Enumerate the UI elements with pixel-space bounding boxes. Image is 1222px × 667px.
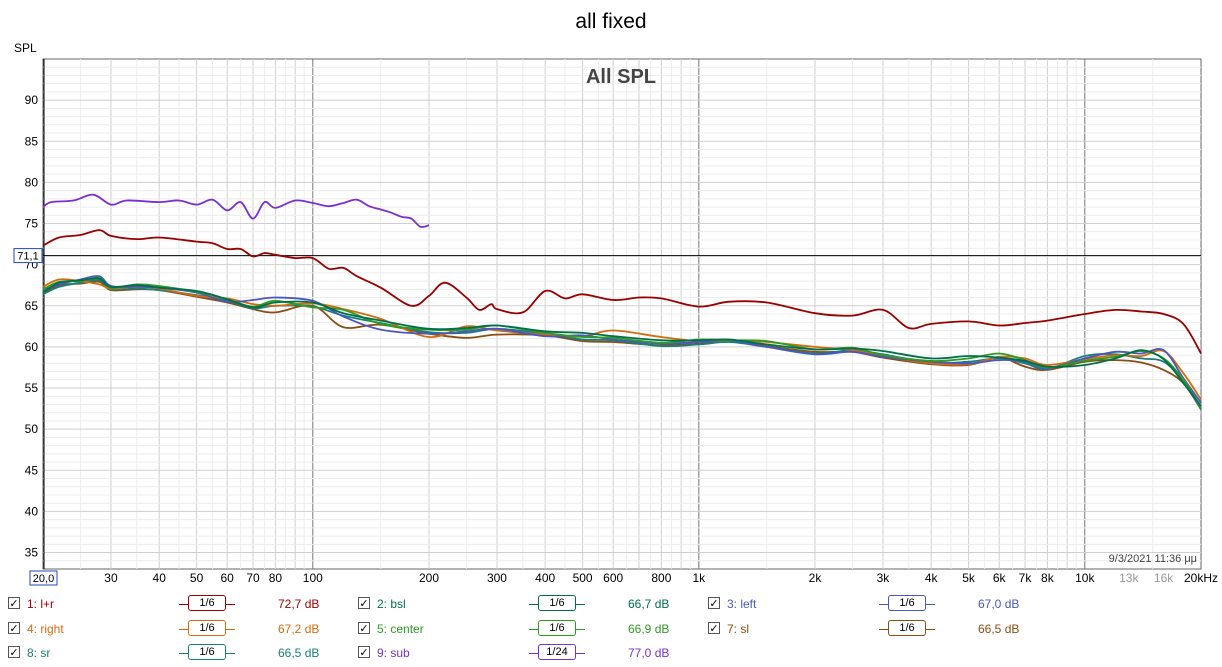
grid-lines bbox=[43, 59, 1201, 569]
y-tick-label: 50 bbox=[25, 422, 39, 436]
legend-smoothing-button[interactable]: 1/6 bbox=[538, 595, 576, 611]
legend-level: 66,9 dB bbox=[628, 622, 670, 636]
x-tick-label: 7k bbox=[1019, 571, 1033, 585]
legend-checkbox[interactable]: ✓ bbox=[708, 622, 720, 635]
spl-chart[interactable]: SPL 90 85 80 75 70 65 60 55 50 45 40 35 71,1 20,0 30 4… bbox=[0, 0, 1222, 592]
legend-checkbox[interactable]: ✓ bbox=[8, 622, 20, 635]
x-tick-labels: 20,0 30 40 50 60 70 80 100 200 300 400 500 600 800 1k 2… bbox=[29, 570, 1218, 586]
y-tick-label: 75 bbox=[25, 217, 39, 231]
legend-checkbox[interactable]: ✓ bbox=[358, 597, 370, 610]
legend-item[interactable]: ✓ 7: sl 1/6 66,5 dB bbox=[708, 619, 1038, 639]
y-axis-label: SPL bbox=[14, 41, 37, 55]
series-line-right bbox=[42, 278, 1202, 401]
cursor-value-box bbox=[13, 248, 43, 264]
x-tick-label: 50 bbox=[190, 571, 204, 585]
y-tick-label: 55 bbox=[25, 381, 39, 395]
legend-item[interactable]: ✓ 4: right 1/6 67,2 dB bbox=[8, 619, 338, 639]
window-title: all fixed bbox=[575, 10, 647, 33]
y-tick-label: 80 bbox=[25, 175, 39, 189]
x-tick-label: 80 bbox=[269, 571, 283, 585]
legend-item[interactable]: ✓ 8: sr 1/6 66,5 dB bbox=[8, 643, 338, 663]
x-tick-label: 100 bbox=[303, 571, 323, 585]
x-tick-label: 30 bbox=[104, 571, 118, 585]
x-tick-label: 400 bbox=[535, 571, 555, 585]
legend-smoothing-button[interactable]: 1/6 bbox=[188, 595, 226, 611]
legend-level: 72,7 dB bbox=[278, 597, 320, 611]
legend-label: 3: left bbox=[727, 597, 757, 611]
series-line-sub bbox=[42, 193, 430, 228]
x-tick-label: 4k bbox=[925, 571, 939, 585]
legend-smoothing-button[interactable]: 1/6 bbox=[538, 620, 576, 636]
x-tick-label: 40 bbox=[153, 571, 167, 585]
series-line-bsl bbox=[42, 277, 1202, 407]
x-tick-label: 600 bbox=[603, 571, 623, 585]
cursor-value-label: 71,1 bbox=[17, 251, 38, 263]
y-tick-label: 90 bbox=[25, 93, 39, 107]
legend-smoothing-button[interactable]: 1/6 bbox=[888, 595, 926, 611]
x-tick-label: 2k bbox=[809, 571, 823, 585]
series-line-sr bbox=[42, 279, 1202, 410]
legend-checkbox[interactable]: ✓ bbox=[358, 646, 370, 659]
legend-label: 7: sl bbox=[727, 622, 750, 636]
y-tick-label: 85 bbox=[25, 134, 39, 148]
series-line-lr bbox=[42, 229, 1202, 354]
x-tick-label: 3k bbox=[877, 571, 891, 585]
series-line-center bbox=[42, 276, 1202, 409]
cursor-x-box bbox=[29, 570, 58, 586]
cursor-line[interactable] bbox=[43, 59, 1201, 569]
legend-label: 9: sub bbox=[377, 646, 410, 660]
legend-level: 66,7 dB bbox=[628, 597, 670, 611]
legend-label: 8: sr bbox=[27, 646, 51, 660]
chart-title: All SPL bbox=[586, 66, 656, 88]
legend-item[interactable]: ✓ 5: center 1/6 66,9 dB bbox=[358, 619, 688, 639]
legend-item[interactable]: ✓ 2: bsl 1/6 66,7 dB bbox=[358, 594, 688, 614]
legend-label: 4: right bbox=[27, 622, 64, 636]
legend-smoothing-button[interactable]: 1/6 bbox=[188, 620, 226, 636]
x-tick-label: 70 bbox=[246, 571, 260, 585]
legend-label: 2: bsl bbox=[377, 597, 406, 611]
x-tick-label: 60 bbox=[220, 571, 234, 585]
legend-label: 1: l+r bbox=[27, 597, 55, 611]
y-tick-label: 60 bbox=[25, 340, 39, 354]
x-tick-label: 500 bbox=[573, 571, 593, 585]
legend-level: 66,5 dB bbox=[978, 622, 1020, 636]
x-tick-label: 200 bbox=[419, 571, 439, 585]
x-tick-label: 13k bbox=[1119, 571, 1139, 585]
cursor-x-label: 20,0 bbox=[33, 573, 54, 585]
y-tick-label: 45 bbox=[25, 463, 39, 477]
legend-checkbox[interactable]: ✓ bbox=[8, 597, 20, 610]
x-tick-label: 16k bbox=[1154, 571, 1174, 585]
x-tick-label: 800 bbox=[651, 571, 671, 585]
legend-level: 77,0 dB bbox=[628, 646, 670, 660]
x-tick-label: 1k bbox=[692, 571, 706, 585]
legend-level: 67,2 dB bbox=[278, 622, 320, 636]
x-tick-label: 10k bbox=[1075, 571, 1095, 585]
x-tick-label: 5k bbox=[962, 571, 976, 585]
y-tick-label: 40 bbox=[25, 504, 39, 518]
timestamp: 9/3/2021 11:36 μμ bbox=[1109, 553, 1197, 565]
legend-checkbox[interactable]: ✓ bbox=[8, 646, 20, 659]
legend-checkbox[interactable]: ✓ bbox=[358, 622, 370, 635]
y-tick-label: 35 bbox=[25, 546, 39, 560]
x-tick-label: 6k bbox=[993, 571, 1007, 585]
legend-checkbox[interactable]: ✓ bbox=[708, 597, 720, 610]
legend-label: 5: center bbox=[377, 622, 424, 636]
legend-item[interactable]: ✓ 9: sub 1/24 77,0 dB bbox=[358, 643, 688, 663]
legend-smoothing-button[interactable]: 1/6 bbox=[188, 644, 226, 660]
y-tick-label: 65 bbox=[25, 299, 39, 313]
legend-level: 66,5 dB bbox=[278, 646, 320, 660]
x-tick-label: 300 bbox=[487, 571, 507, 585]
x-tick-label: 8k bbox=[1041, 571, 1055, 585]
series-layer bbox=[42, 193, 1202, 410]
x-tick-label: 20kHz bbox=[1184, 571, 1218, 585]
legend-item[interactable]: ✓ 3: left 1/6 67,0 dB bbox=[708, 594, 1038, 614]
legend-item[interactable]: ✓ 1: l+r 1/6 72,7 dB bbox=[8, 594, 338, 614]
legend-smoothing-button[interactable]: 1/24 bbox=[538, 644, 576, 660]
legend-smoothing-button[interactable]: 1/6 bbox=[888, 620, 926, 636]
legend-level: 67,0 dB bbox=[978, 597, 1020, 611]
